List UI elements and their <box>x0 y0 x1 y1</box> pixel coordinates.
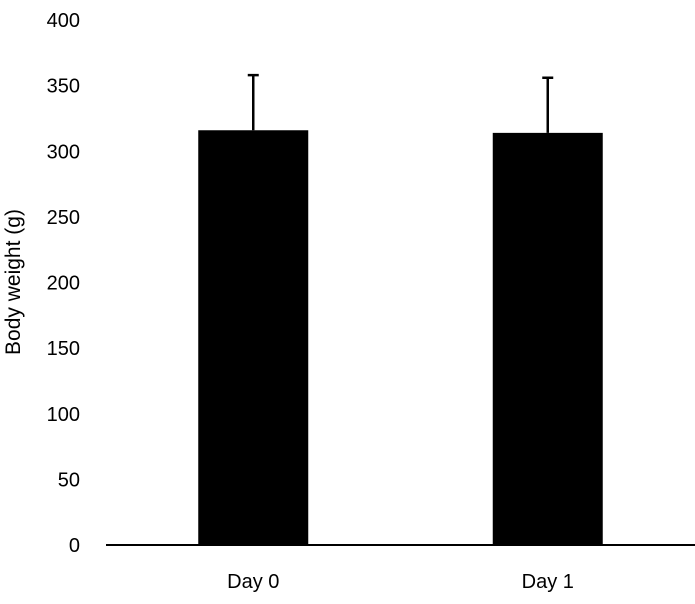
y-tick-label: 250 <box>47 207 80 229</box>
bar <box>492 132 603 545</box>
y-tick-label: 150 <box>47 338 80 360</box>
y-tick-labels: 0 50 100 150 200 250 300 350 400 <box>47 10 80 557</box>
x-tick-label: Day 1 <box>522 571 574 593</box>
x-tick-label: Day 0 <box>227 571 279 593</box>
y-tick-label: 100 <box>47 404 80 426</box>
y-tick-label: 0 <box>69 535 80 557</box>
error-bars <box>247 73 554 133</box>
x-tick-labels: Day 0 Day 1 <box>227 571 574 593</box>
y-tick-label: 350 <box>47 76 80 98</box>
y-axis-title: Body weight (g) <box>2 209 25 355</box>
bar <box>198 130 309 545</box>
y-tick-label: 50 <box>58 469 80 491</box>
bars <box>198 130 603 545</box>
y-tick-label: 400 <box>47 10 80 32</box>
y-tick-label: 300 <box>47 141 80 163</box>
y-tick-label: 200 <box>47 273 80 295</box>
